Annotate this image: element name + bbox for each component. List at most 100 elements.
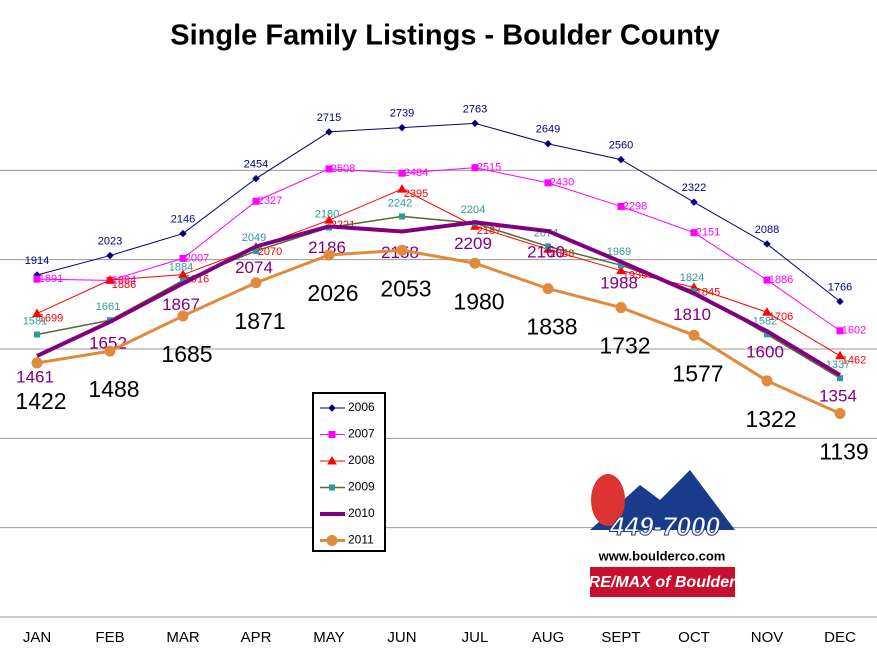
data-label: 1139 bbox=[819, 439, 868, 465]
data-label: 2209 bbox=[454, 234, 492, 253]
x-tick-label: AUG bbox=[532, 629, 565, 646]
marker bbox=[399, 213, 405, 220]
marker bbox=[179, 229, 187, 238]
marker bbox=[471, 164, 479, 172]
data-label: 1810 bbox=[673, 305, 711, 324]
marker bbox=[763, 240, 771, 248]
x-tick-label: JUL bbox=[462, 629, 489, 646]
x-tick-label: JUN bbox=[387, 629, 416, 646]
marker bbox=[544, 179, 552, 187]
series-line bbox=[36, 122, 841, 302]
x-tick-label: APR bbox=[241, 629, 272, 646]
marker bbox=[33, 275, 41, 283]
data-label: 2515 bbox=[477, 162, 501, 174]
data-label: 1838 bbox=[526, 314, 577, 340]
data-label: 2187 bbox=[477, 225, 501, 237]
logo-phone: 449-7000 bbox=[609, 511, 720, 541]
marker bbox=[545, 243, 551, 250]
x-tick-label: MAY bbox=[313, 629, 344, 646]
series-line bbox=[36, 167, 841, 332]
data-label: 1699 bbox=[39, 312, 63, 324]
chart-title: Single Family Listings - Boulder County bbox=[170, 20, 719, 52]
marker bbox=[31, 357, 43, 369]
marker bbox=[763, 276, 771, 284]
logo: 449-7000 www.boulderco.com RE/MAX of Bou… bbox=[589, 470, 736, 597]
marker bbox=[690, 229, 698, 237]
data-label: 1886 bbox=[112, 279, 136, 291]
data-label: 2763 bbox=[463, 103, 487, 115]
data-label: 2053 bbox=[380, 275, 431, 301]
marker bbox=[761, 375, 773, 387]
data-label: 1577 bbox=[672, 360, 723, 386]
logo-brand: RE/MAX of Boulder bbox=[589, 574, 736, 591]
marker bbox=[617, 155, 625, 164]
marker bbox=[836, 327, 844, 335]
data-label: 1600 bbox=[746, 343, 784, 362]
data-label: 1422 bbox=[15, 388, 66, 414]
marker bbox=[837, 375, 843, 382]
marker bbox=[323, 249, 335, 261]
data-label: 2484 bbox=[404, 167, 428, 179]
data-label: 2074 bbox=[235, 258, 273, 277]
x-tick-label: MAR bbox=[166, 629, 200, 646]
data-label: 1582 bbox=[753, 315, 777, 327]
series: 1461165218672074218621582209216019881810… bbox=[16, 220, 857, 406]
logo-url: www.boulderco.com bbox=[598, 548, 726, 563]
marker bbox=[398, 169, 406, 177]
data-label: 1988 bbox=[600, 273, 638, 292]
marker bbox=[250, 277, 262, 289]
data-label: 2322 bbox=[682, 182, 706, 194]
data-label: 2186 bbox=[308, 238, 346, 257]
marker bbox=[542, 283, 554, 295]
data-label: 1871 bbox=[234, 308, 285, 334]
data-label: 1354 bbox=[819, 387, 857, 406]
marker bbox=[105, 275, 115, 284]
marker bbox=[325, 128, 333, 136]
data-label: 2160 bbox=[527, 243, 565, 262]
marker bbox=[836, 297, 844, 306]
x-tick-label: JAN bbox=[23, 629, 51, 646]
series-line bbox=[36, 220, 842, 377]
series-line bbox=[36, 248, 841, 415]
data-label: 2023 bbox=[98, 235, 122, 247]
x-tick-label: OCT bbox=[678, 629, 710, 646]
marker bbox=[106, 251, 114, 260]
x-tick-label: DEC bbox=[824, 629, 856, 646]
legend-label: 2010 bbox=[348, 506, 375, 520]
marker bbox=[177, 310, 189, 322]
data-label: 2508 bbox=[331, 163, 355, 175]
marker bbox=[397, 184, 407, 193]
data-label: 2088 bbox=[755, 224, 779, 236]
data-label: 1685 bbox=[161, 341, 212, 367]
data-label: 2007 bbox=[185, 252, 209, 264]
data-label: 1914 bbox=[25, 255, 49, 267]
data-label: 1706 bbox=[769, 311, 793, 323]
data-label: 1891 bbox=[39, 273, 63, 285]
marker bbox=[32, 308, 42, 317]
legend-label: 2006 bbox=[348, 400, 375, 414]
marker bbox=[179, 254, 187, 262]
data-label: 2298 bbox=[623, 200, 647, 212]
marker bbox=[544, 140, 552, 148]
marker bbox=[615, 302, 627, 314]
data-label: 2395 bbox=[404, 188, 428, 200]
data-label: 2327 bbox=[258, 195, 282, 207]
marker bbox=[327, 455, 337, 465]
x-tick-label: NOV bbox=[751, 629, 784, 646]
data-label: 1322 bbox=[745, 406, 796, 432]
legend-label: 2009 bbox=[348, 480, 375, 494]
marker bbox=[396, 244, 408, 256]
marker bbox=[471, 119, 479, 128]
data-label: 2454 bbox=[244, 158, 268, 170]
data-label: 1661 bbox=[96, 301, 120, 313]
series: 1581 1661 1884 2049 2180 2242 2204 2074 1969 1824… bbox=[23, 197, 850, 382]
legend bbox=[312, 392, 386, 552]
data-label: 1886 bbox=[769, 274, 793, 286]
marker bbox=[104, 345, 116, 357]
marker bbox=[329, 484, 335, 491]
marker bbox=[34, 331, 40, 338]
x-tick-label: FEB bbox=[95, 629, 124, 646]
legend-label: 2011 bbox=[348, 533, 374, 547]
